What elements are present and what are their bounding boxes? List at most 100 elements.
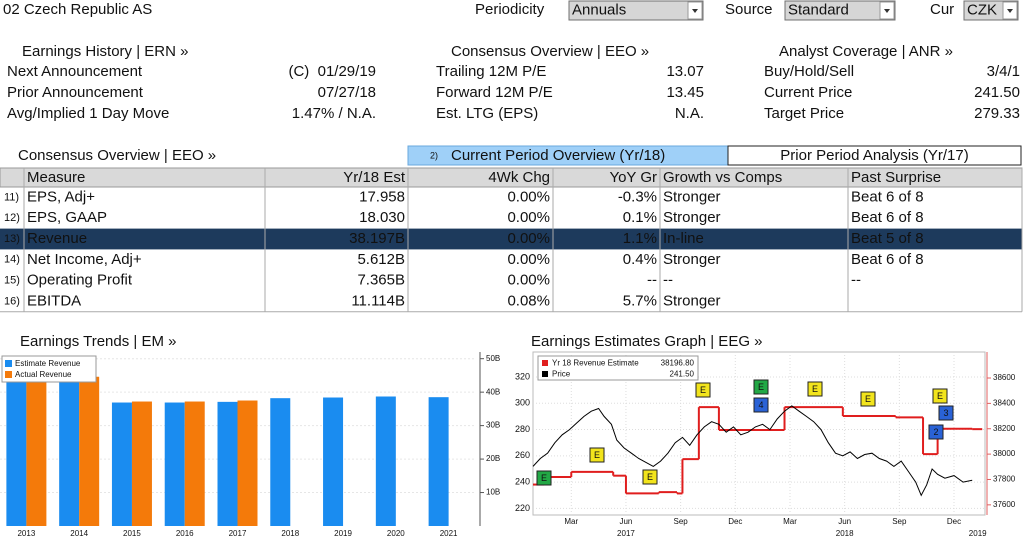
table-cell: 0.00% [507, 251, 550, 268]
dropdown[interactable] [784, 0, 896, 21]
field-label: Cur [930, 1, 954, 18]
section-title[interactable]: Analyst Coverage | ANR » [779, 43, 953, 60]
x-tick-label: 2020 [387, 529, 405, 538]
chart-title[interactable]: Earnings Trends | EM » [20, 333, 176, 350]
event-marker[interactable] [928, 424, 944, 440]
dropdown-arrow [692, 9, 698, 13]
y2-tick-label: 37600 [993, 500, 1016, 509]
field-value: 279.33 [974, 105, 1020, 122]
dropdown-arrow [884, 9, 890, 13]
row-number: 12) [4, 212, 20, 224]
event-marker-label: E [812, 384, 818, 394]
event-marker[interactable] [938, 405, 954, 421]
x-tick-label: Dec [728, 517, 742, 526]
table-cell: Operating Profit [27, 272, 133, 289]
table-cell: Beat 6 of 8 [851, 188, 924, 205]
tab-label: Current Period Overview (Yr/18) [451, 147, 665, 164]
table-cell: -0.3% [618, 188, 657, 205]
bar [111, 402, 132, 526]
section-title[interactable]: Consensus Overview | EEO » [18, 147, 216, 164]
table-cell: In-line [663, 230, 704, 247]
y-tick-label: 220 [515, 503, 530, 513]
chart-title[interactable]: Earnings Estimates Graph | EEG » [531, 333, 763, 350]
tab-number: 2) [430, 150, 438, 160]
table-cell: 0.4% [623, 251, 657, 268]
legend-swatch [542, 371, 548, 377]
table-cell: Stronger [663, 209, 721, 226]
section-title[interactable]: Earnings History | ERN » [22, 43, 188, 60]
event-marker[interactable] [932, 388, 948, 404]
x-tick-label: 2014 [70, 529, 88, 538]
table-cell: EPS, GAAP [27, 209, 107, 226]
table-cell: 1.1% [623, 230, 657, 247]
y2-tick-label: 38600 [993, 373, 1016, 382]
field-value: 07/27/18 [318, 84, 376, 101]
bar [59, 382, 80, 526]
row-highlight [0, 228, 1022, 250]
column-header: Past Surprise [851, 169, 941, 186]
row-number: 14) [4, 254, 20, 266]
y-tick-label: 300 [515, 398, 530, 408]
x-year-label: 2019 [969, 529, 987, 538]
tab[interactable] [727, 145, 1022, 166]
event-marker-label: E [758, 382, 764, 392]
table-cell: EBITDA [27, 292, 81, 309]
table-cell: 5.7% [623, 292, 657, 309]
dropdown-value: Annuals [572, 1, 626, 18]
event-marker-label: E [700, 385, 706, 395]
table-cell: 0.00% [507, 188, 550, 205]
x-tick-label: 2019 [334, 529, 352, 538]
field-label: Est. LTG (EPS) [436, 105, 538, 122]
bar [323, 397, 344, 526]
table-cell: EPS, Adj+ [27, 188, 95, 205]
x-tick-label: Sep [892, 517, 907, 526]
event-marker[interactable] [753, 397, 769, 413]
table-cell: 0.08% [507, 292, 550, 309]
y-tick-label: 40B [486, 387, 500, 396]
table-cell: Beat 6 of 8 [851, 209, 924, 226]
field-value: 3/4/1 [987, 63, 1020, 80]
x-tick-label: Mar [783, 517, 797, 526]
bar [164, 402, 185, 526]
price-line [532, 405, 973, 497]
event-marker[interactable] [536, 470, 552, 486]
table-cell: Stronger [663, 292, 721, 309]
legend-swatch [5, 371, 12, 378]
bar [26, 382, 47, 526]
event-marker-label: 3 [943, 408, 948, 418]
event-marker-label: E [937, 391, 943, 401]
table-cell: 0.00% [507, 209, 550, 226]
bar [6, 382, 27, 526]
dropdown[interactable] [568, 0, 704, 21]
table-cell: 0.1% [623, 209, 657, 226]
field-label: Current Price [764, 84, 852, 101]
row-number: 15) [4, 275, 20, 287]
table-cell: 0.00% [507, 272, 550, 289]
bar [428, 397, 449, 526]
table-cell: 5.612B [357, 251, 405, 268]
field-label: Source [725, 1, 773, 18]
table-cell: Stronger [663, 188, 721, 205]
x-tick-label: Jun [838, 517, 851, 526]
event-marker[interactable] [642, 469, 658, 485]
event-marker[interactable] [807, 381, 823, 397]
field-value: 1.47% / N.A. [292, 105, 376, 122]
event-marker[interactable] [753, 379, 769, 395]
event-marker[interactable] [589, 447, 605, 463]
x-tick-label: Sep [674, 517, 689, 526]
y-tick-label: 20B [486, 454, 500, 463]
column-header: Measure [27, 169, 85, 186]
dropdown-arrow [1007, 9, 1013, 13]
table-cell: 7.365B [357, 272, 405, 289]
row-number: 16) [4, 295, 20, 307]
event-marker[interactable] [695, 382, 711, 398]
field-label: Buy/Hold/Sell [764, 63, 854, 80]
x-tick-label: 2017 [229, 529, 247, 538]
field-label: Next Announcement [7, 63, 143, 80]
legend-box [1, 355, 97, 383]
section-title[interactable]: Consensus Overview | EEO » [451, 43, 649, 60]
table-cell: Revenue [27, 230, 87, 247]
table-cell: Stronger [663, 251, 721, 268]
event-marker[interactable] [860, 391, 876, 407]
